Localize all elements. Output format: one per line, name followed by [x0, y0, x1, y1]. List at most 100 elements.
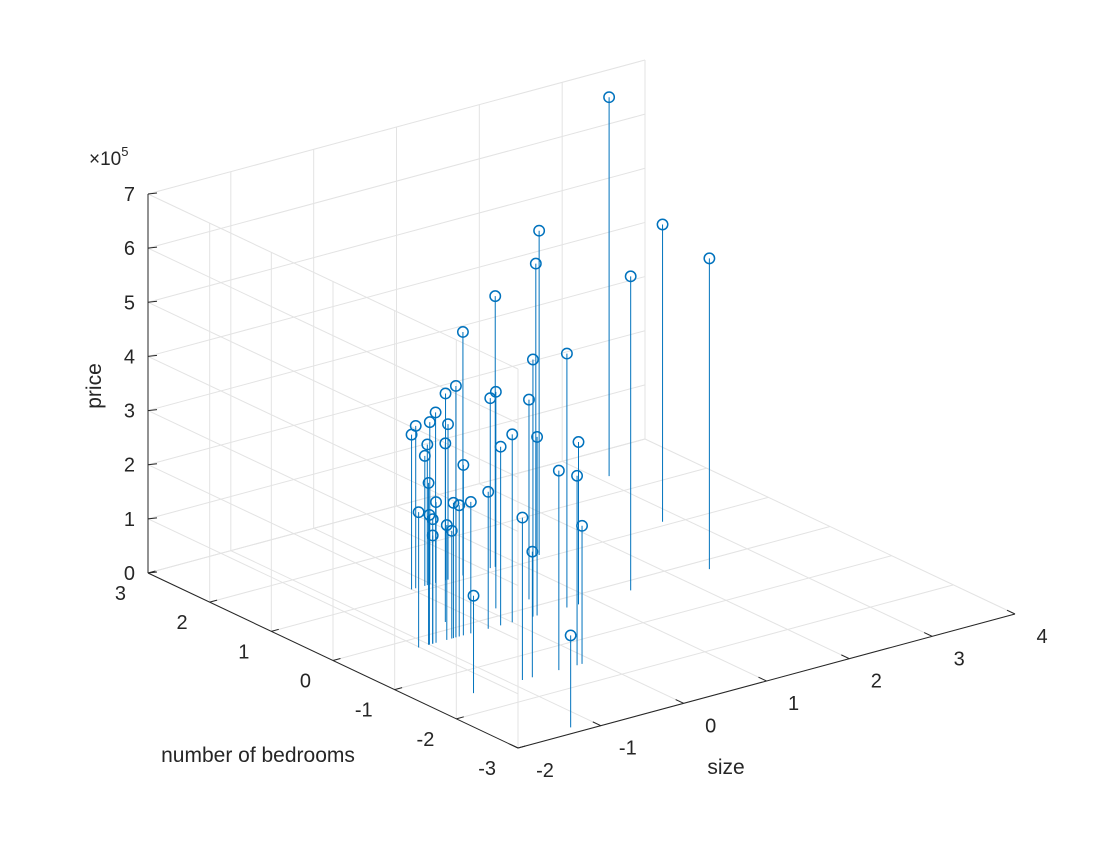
y-tick-mark	[332, 658, 341, 661]
y-tick-mark	[456, 716, 464, 720]
x-tick-label: 2	[871, 671, 882, 693]
z-exponent-label: ×105	[89, 144, 128, 170]
z-axis-label: price	[83, 363, 106, 409]
data-point-marker	[624, 270, 637, 283]
data-point-marker	[423, 508, 436, 521]
z-tick-label: 2	[124, 455, 135, 477]
x-tick-mark	[923, 632, 933, 637]
data-point-marker	[422, 476, 435, 489]
z-tick-label: 5	[124, 292, 135, 314]
grid-line-wall-z2	[147, 221, 646, 357]
data-point-marker	[531, 430, 544, 443]
data-point-marker	[564, 629, 577, 642]
grid-line-floor-y	[456, 584, 954, 720]
grid-line-wall-z2	[147, 384, 646, 520]
data-point-marker	[439, 387, 452, 400]
y-tick-mark	[209, 599, 218, 603]
data-point-marker	[409, 419, 422, 432]
z-tick-mark	[147, 300, 158, 303]
z-exponent-base: ×10	[89, 149, 121, 170]
x-tick-label: 4	[1036, 626, 1047, 648]
axes-layer	[147, 192, 1016, 749]
grid-line-floor-y	[332, 526, 831, 661]
x-tick-mark	[509, 743, 519, 749]
data-point-marker	[440, 519, 453, 532]
grid-line-wall-z2	[147, 276, 646, 412]
data-point-marker	[603, 91, 616, 104]
data-point-marker	[572, 436, 585, 448]
data-point-marker	[529, 257, 542, 270]
data-point-marker	[429, 406, 442, 419]
z-tick-label: 7	[124, 184, 135, 206]
data-point-marker	[703, 252, 716, 265]
data-point-marker	[656, 218, 669, 231]
data-point-marker	[482, 485, 495, 498]
z-tick-label: 1	[124, 509, 135, 531]
data-point-marker	[449, 379, 462, 392]
z-tick-mark	[147, 517, 158, 520]
stem-layer	[405, 91, 716, 728]
grid-layer	[147, 59, 1016, 749]
x-tick-label: 3	[954, 648, 965, 670]
x-tick-mark	[1006, 609, 1016, 615]
data-point-marker	[523, 393, 535, 406]
x-tick-mark	[841, 654, 850, 660]
grid-line-floor-y	[271, 496, 769, 632]
data-point-marker	[506, 428, 519, 441]
x-tick-mark	[758, 676, 767, 682]
grid-line-wall-z2	[147, 438, 646, 574]
grid-line-wall-z	[147, 518, 519, 695]
data-point-marker	[552, 464, 565, 477]
y-tick-label: -1	[355, 700, 373, 722]
data-point-marker	[516, 511, 529, 524]
z-tick-mark	[147, 246, 158, 249]
grid-line-wall-z2	[147, 167, 646, 303]
data-point-marker	[464, 495, 477, 508]
data-point-marker	[526, 353, 539, 366]
grid-line-wall-z	[147, 193, 519, 370]
y-tick-label: 1	[238, 641, 249, 663]
data-point-marker	[533, 224, 546, 237]
data-point-marker	[484, 392, 497, 405]
data-point-marker	[560, 347, 573, 360]
y-tick-mark	[517, 745, 526, 749]
grid-line-wall-z2	[147, 113, 646, 249]
y-axis-label: number of bedrooms	[161, 744, 355, 767]
y-tick-mark	[394, 687, 403, 691]
data-point-marker	[489, 290, 502, 303]
z-tick-mark	[147, 463, 158, 466]
y-tick-label: -2	[417, 729, 435, 751]
y-tick-mark	[271, 628, 279, 632]
grid-line-floor-y	[209, 467, 707, 603]
x-tick-label: 1	[788, 693, 799, 715]
x-tick-mark	[592, 721, 602, 727]
data-point-marker	[456, 326, 469, 338]
data-point-marker	[571, 469, 584, 482]
data-point-marker	[453, 499, 466, 512]
x-tick-mark	[675, 699, 684, 704]
x-axis-label: size	[707, 756, 744, 779]
data-point-marker	[467, 589, 480, 602]
y-tick-label: 2	[177, 612, 188, 634]
grid-line-floor-y	[394, 555, 892, 691]
z-tick-label: 4	[124, 346, 135, 368]
data-point-marker	[418, 449, 431, 462]
y-tick-label: 3	[115, 583, 126, 605]
data-point-marker	[412, 506, 425, 519]
z-exponent-power: 5	[121, 144, 128, 159]
z-tick-label: 0	[124, 563, 135, 585]
grid-line-wall-z2	[147, 59, 646, 195]
z-tick-mark	[147, 571, 158, 574]
z-tick-mark	[147, 192, 158, 195]
y-tick-label: 0	[300, 671, 311, 693]
data-point-marker	[421, 438, 434, 451]
z-tick-label: 6	[124, 238, 135, 260]
x-tick-label: -1	[619, 738, 637, 760]
x-tick-label: 0	[705, 715, 716, 737]
z-tick-label: 3	[124, 401, 135, 423]
z-tick-mark	[147, 409, 158, 412]
x-tick-label: -2	[536, 760, 554, 782]
z-tick-mark	[147, 354, 158, 357]
